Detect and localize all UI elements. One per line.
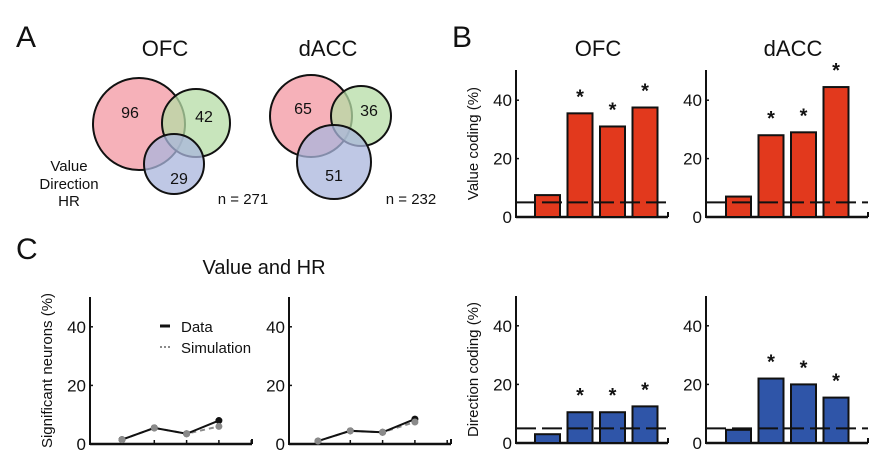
simulation-point xyxy=(314,437,322,445)
significance-star: * xyxy=(832,60,840,82)
venn-ofc: OFC 96 42 29 n = 271 xyxy=(92,36,268,208)
simulation-point xyxy=(150,424,158,432)
panel-label-b: B xyxy=(452,21,472,54)
y-tick-label: 40 xyxy=(683,91,702,110)
chart-value-ofc: OFC Value coding (%) 0 20 40 * * * xyxy=(465,36,669,227)
y-tick-label: 40 xyxy=(493,91,512,110)
chart-title: OFC xyxy=(575,36,622,61)
bar xyxy=(725,428,752,445)
bar xyxy=(534,433,561,444)
data-line xyxy=(317,418,416,443)
y-tick-label: 20 xyxy=(683,150,702,169)
significance-star: * xyxy=(767,352,775,374)
panel-label-a: A xyxy=(16,21,36,54)
chart-overlap-ofc: Significant neurons (%) 0 20 40 Data Simulati… xyxy=(39,293,253,454)
significance-star: * xyxy=(609,385,617,407)
simulation-line xyxy=(317,421,416,443)
venn-dacc: dACC 65 36 51 n = 232 xyxy=(269,36,436,208)
venn-dacc-value-count: 65 xyxy=(294,101,312,118)
y-tick-label: 40 xyxy=(683,317,702,336)
legend-hr: HR xyxy=(58,193,80,210)
y-tick-label: 0 xyxy=(276,435,285,454)
venn-dacc-n: n = 232 xyxy=(386,191,436,208)
bar xyxy=(822,396,850,444)
significance-star: * xyxy=(641,379,649,401)
simulation-point xyxy=(346,427,354,435)
venn-ofc-n: n = 271 xyxy=(218,191,268,208)
simulation-point xyxy=(411,418,419,426)
legend-simulation-label: Simulation xyxy=(181,340,251,357)
y-tick-label: 20 xyxy=(493,150,512,169)
y-tick-label: 40 xyxy=(67,318,86,337)
data-point xyxy=(215,417,223,425)
y-tick-label: 40 xyxy=(493,317,512,336)
y-tick-label: 20 xyxy=(266,376,285,395)
venn-title-dacc: dACC xyxy=(299,36,358,61)
bar xyxy=(790,383,817,444)
venn-dacc-direction-circle xyxy=(296,124,372,200)
y-axis-label: Significant neurons (%) xyxy=(39,293,56,448)
legend-value: Value xyxy=(50,158,87,175)
significance-star: * xyxy=(800,357,808,379)
venn-legend: Value Direction HR xyxy=(39,158,98,210)
data-line xyxy=(121,419,220,441)
y-tick-label: 20 xyxy=(683,375,702,394)
y-tick-label: 0 xyxy=(77,435,86,454)
bar xyxy=(534,194,561,219)
bar xyxy=(790,131,817,219)
bar xyxy=(757,377,785,445)
y-tick-label: 0 xyxy=(693,434,702,453)
panel-label-c: C xyxy=(16,233,38,266)
simulation-line xyxy=(121,425,220,441)
simulation-point xyxy=(183,430,191,438)
venn-ofc-value-count: 96 xyxy=(121,105,139,122)
venn-ofc-direction-circle xyxy=(143,133,205,195)
significance-star: * xyxy=(767,108,775,130)
significance-star: * xyxy=(641,81,649,103)
chart-direction-ofc: Direction coding (%) 0 20 40 * * * xyxy=(465,296,669,453)
bar xyxy=(631,405,659,444)
bar xyxy=(757,134,785,219)
significance-star: * xyxy=(576,86,584,108)
significance-star: * xyxy=(832,371,840,393)
significance-star: * xyxy=(576,385,584,407)
bar xyxy=(566,112,594,218)
bar xyxy=(725,195,752,218)
venn-ofc-direction-count: 29 xyxy=(170,171,188,188)
significance-star: * xyxy=(609,99,617,121)
legend-direction: Direction xyxy=(39,176,98,193)
significance-star: * xyxy=(800,105,808,127)
legend-data-label: Data xyxy=(181,319,213,336)
simulation-point xyxy=(215,422,223,430)
bar xyxy=(822,86,850,218)
simulation-point xyxy=(379,428,387,436)
y-tick-label: 40 xyxy=(266,318,285,337)
panel-c-title: Value and HR xyxy=(202,257,325,279)
y-tick-label: 20 xyxy=(493,375,512,394)
y-axis-label: Value coding (%) xyxy=(465,87,482,200)
venn-dacc-hr-count: 36 xyxy=(360,103,378,120)
chart-overlap-dacc: 0 20 40 xyxy=(266,297,452,454)
chart-value-dacc: dACC 0 20 40 * * * xyxy=(683,36,869,227)
venn-title-ofc: OFC xyxy=(142,36,189,61)
y-axis-label: Direction coding (%) xyxy=(465,302,482,437)
y-tick-label: 0 xyxy=(503,434,512,453)
bar xyxy=(599,125,626,218)
venn-ofc-hr-count: 42 xyxy=(195,109,213,126)
chart-title: dACC xyxy=(764,36,823,61)
y-tick-label: 0 xyxy=(503,208,512,227)
bar xyxy=(631,106,659,218)
y-tick-label: 0 xyxy=(693,208,702,227)
simulation-point xyxy=(118,436,126,444)
venn-dacc-direction-count: 51 xyxy=(325,168,343,185)
y-tick-label: 20 xyxy=(67,376,86,395)
chart-direction-dacc: 0 20 40 * * * xyxy=(683,296,869,453)
